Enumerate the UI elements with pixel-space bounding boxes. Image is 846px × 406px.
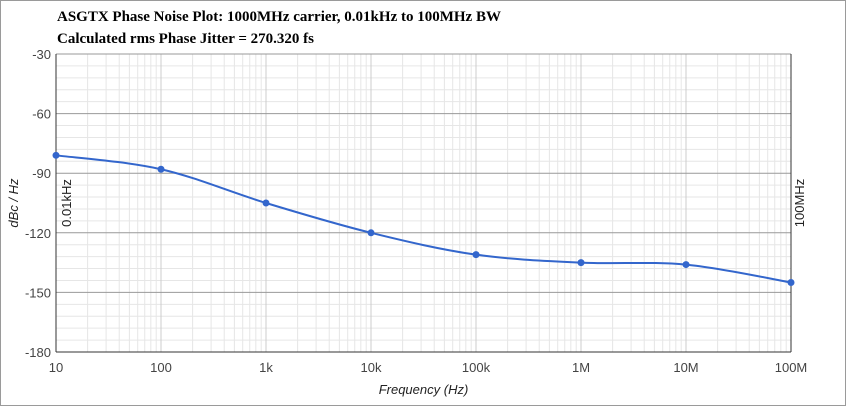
- data-point: [787, 278, 795, 286]
- data-point: [157, 165, 165, 173]
- minor-grid: [56, 54, 791, 352]
- y-axis-label: dBc / Hz: [6, 178, 21, 228]
- data-point: [52, 151, 60, 159]
- chart-title: ASGTX Phase Noise Plot: 1000MHz carrier,…: [57, 9, 501, 25]
- y-tick-label: -180: [25, 345, 51, 360]
- y-tick-label: -90: [32, 166, 51, 181]
- y-tick-label: -150: [25, 285, 51, 300]
- bandwidth-markers: 0.01kHz 100MHz: [55, 54, 807, 352]
- y-tick-label: -30: [32, 47, 51, 62]
- x-tick-label: 1M: [572, 360, 590, 375]
- series-points: [52, 151, 795, 286]
- data-point: [262, 199, 270, 207]
- phase-noise-line: [55, 154, 792, 284]
- data-point: [472, 251, 480, 259]
- data-point: [682, 261, 690, 269]
- x-tick-label: 100M: [775, 360, 808, 375]
- x-tick-label: 100: [150, 360, 172, 375]
- y-tick-label: -60: [32, 107, 51, 122]
- x-tick-label: 10: [49, 360, 63, 375]
- x-tick-label: 1k: [259, 360, 273, 375]
- x-axis-label: Frequency (Hz): [379, 382, 469, 397]
- bandwidth-marker-label: 0.01kHz: [59, 179, 74, 227]
- tick-labels: 10 100 1k 10k 100k 1M 10M 100M -30 -60 -90 -120 -150…: [25, 47, 807, 375]
- bandwidth-marker-label: 100MHz: [792, 179, 807, 227]
- y-tick-label: -120: [25, 226, 51, 241]
- x-tick-label: 10k: [361, 360, 382, 375]
- chart-subtitle: Calculated rms Phase Jitter = 270.320 fs: [57, 31, 314, 47]
- x-tick-label: 100k: [462, 360, 491, 375]
- data-point: [577, 259, 585, 267]
- data-point: [367, 229, 375, 237]
- x-tick-label: 10M: [673, 360, 698, 375]
- series-line: [55, 154, 792, 284]
